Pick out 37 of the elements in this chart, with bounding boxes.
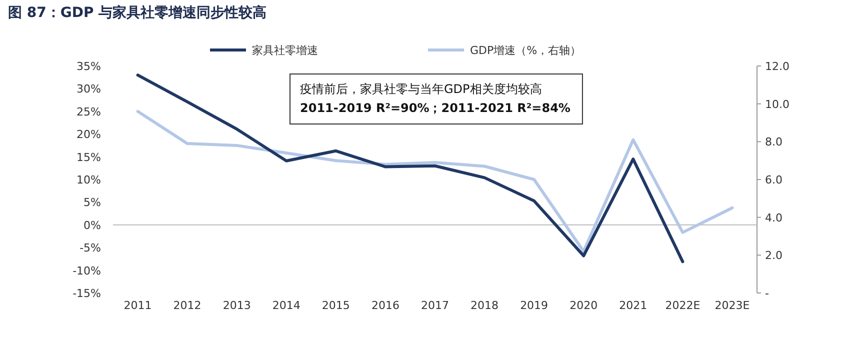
x-tick-label: 2022E <box>665 299 700 312</box>
x-tick-label: 2023E <box>714 299 750 312</box>
y-tick-label: -5% <box>80 242 101 255</box>
x-tick-label: 2020 <box>570 299 598 312</box>
x-tick-label: 2013 <box>222 299 251 312</box>
x-tick-label: 2015 <box>322 299 350 312</box>
y-tick-label: 35% <box>76 60 101 73</box>
line-series <box>136 74 684 264</box>
y2-tick-label: 6.0 <box>765 174 782 186</box>
y2-tick-label: 12.0 <box>765 60 790 73</box>
x-tick-label: 2012 <box>173 299 202 312</box>
chart-title: 图 87：GDP 与家具社零增速同步性较高 <box>8 4 267 21</box>
y-tick-label: -15% <box>72 287 101 300</box>
x-tick-label: 2019 <box>520 299 548 312</box>
legend-label: 家具社零增速 <box>252 44 318 57</box>
y-tick-label: -10% <box>72 264 101 278</box>
y-tick-label: 30% <box>76 82 101 96</box>
x-tick-label: 2021 <box>619 299 648 312</box>
annotation: 2011-2019 R²=90%；2011-2021 R²=84% <box>300 101 570 115</box>
y2-tick-label: - <box>765 287 769 300</box>
x-tick-label: 2011 <box>124 299 152 312</box>
legend-label: GDP增速（%，右轴） <box>470 44 582 57</box>
y2-tick-label: 4.0 <box>765 211 782 224</box>
y-tick-label: 10% <box>76 174 101 186</box>
annotation: 疫情前后，家具社零与当年GDP相关度均较高 <box>300 82 542 96</box>
y2-tick-label: 2.0 <box>765 249 782 262</box>
x-tick-label: 2016 <box>371 299 400 312</box>
y-tick-label: 0% <box>84 218 101 232</box>
y2-tick-label: 8.0 <box>765 136 782 149</box>
y-tick-label: 25% <box>76 105 101 118</box>
y-tick-label: 20% <box>76 128 101 142</box>
y-tick-label: 15% <box>76 150 101 164</box>
x-tick-label: 2017 <box>421 299 449 312</box>
x-tick-label: 2018 <box>470 299 499 312</box>
y-tick-label: 5% <box>84 196 101 210</box>
y2-tick-label: 10.0 <box>765 98 790 111</box>
x-tick-label: 2014 <box>272 299 300 312</box>
